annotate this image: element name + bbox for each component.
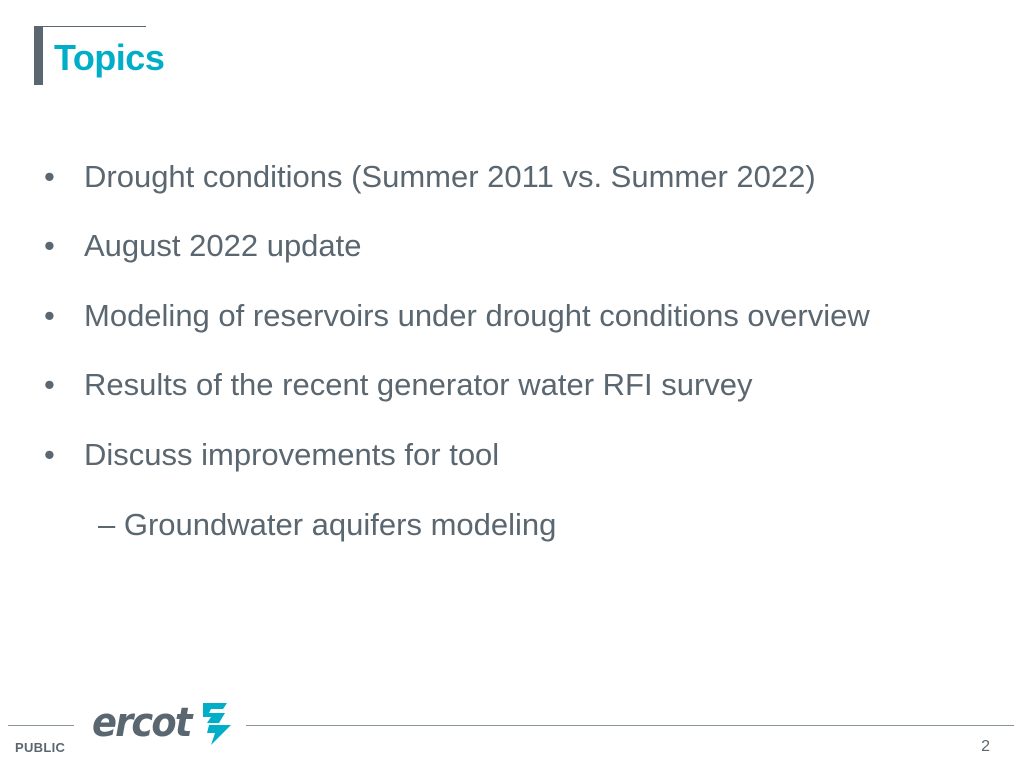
bullet-text: August 2022 update [84,228,362,263]
ercot-logo: ercot [92,698,235,748]
bullet-marker: • [44,367,55,402]
bullet-text: Modeling of reservoirs under drought con… [84,298,870,333]
page-number: 2 [981,738,990,755]
bullet-marker: • [44,298,55,333]
sub-bullet-item: – Groundwater aquifers modeling [98,507,557,542]
footer-divider-left [8,725,74,726]
bullet-text: Discuss improvements for tool [84,437,500,472]
bullet-marker: • [44,228,55,263]
classification-label: PUBLIC [15,740,66,755]
ercot-bolt-icon [203,703,232,745]
bullet-text: Results of the recent generator water RF… [84,367,753,402]
bullet-marker: • [44,159,55,194]
title-accent-line [34,26,146,27]
logo-wordmark: ercot [92,700,192,746]
page-title: Topics [54,37,165,78]
bullet-text: Drought conditions (Summer 2011 vs. Summ… [84,159,816,194]
bullet-list: • Drought conditions (Summer 2011 vs. Su… [44,159,870,542]
title-accent-bar [34,26,43,85]
footer-divider-right [246,725,1014,726]
bullet-marker: • [44,437,55,472]
